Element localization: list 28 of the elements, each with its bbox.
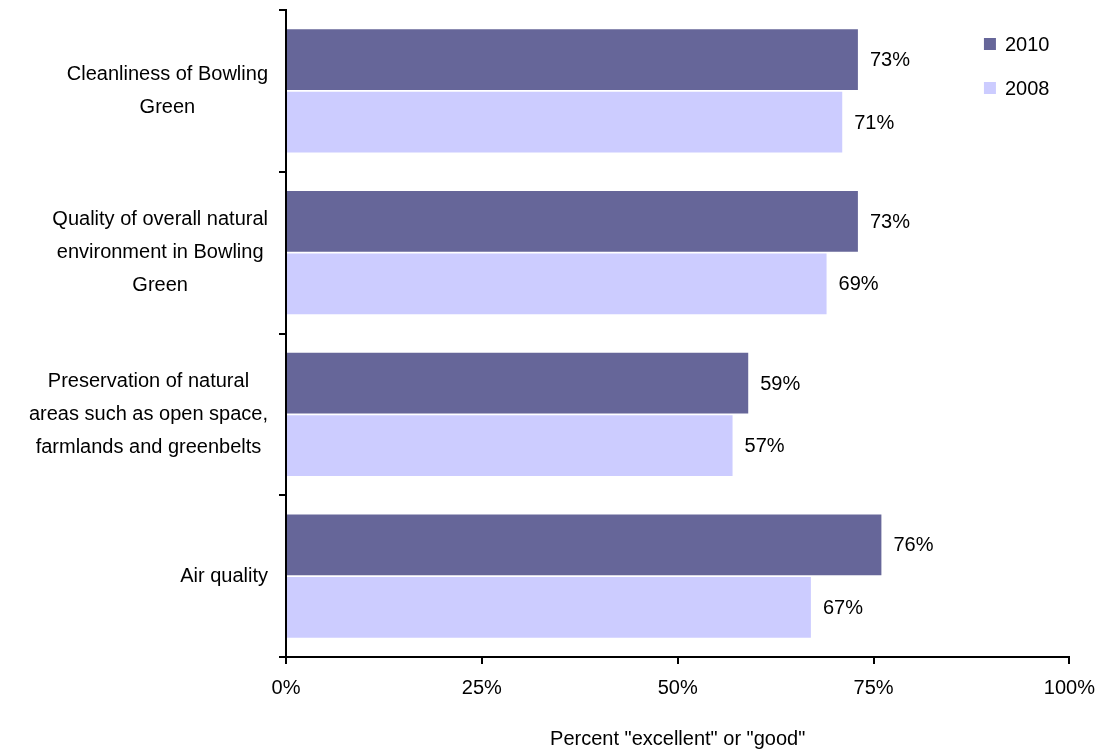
data-label: 71% (854, 110, 895, 133)
legend-label: 2010 (1004, 32, 1050, 55)
y-tick-label: Preservation of natural areas such as open space, farmlands and greenbelts (28, 368, 268, 457)
data-label: 59% (760, 371, 801, 394)
y-tick-label: Air quality (180, 563, 268, 586)
x-tick-label: 0% (271, 675, 301, 698)
data-label: 67% (822, 595, 864, 618)
data-label: 76% (893, 533, 934, 556)
bar (287, 190, 858, 252)
x-tick-label: 25% (461, 675, 503, 698)
legend-label: 2008 (1004, 76, 1050, 99)
bar (287, 577, 811, 638)
data-label: 73% (869, 209, 911, 232)
bar (287, 29, 858, 90)
x-tick-label: 50% (657, 675, 698, 698)
x-tick-label: 100% (1043, 675, 1096, 698)
y-tick-label: Quality of overall natural environment in Bowling Green (52, 207, 268, 296)
x-axis-title: Percent "excellent" or "good" (550, 726, 806, 749)
y-tick-label: Cleanliness of Bowling Green (66, 61, 269, 117)
bar (287, 91, 843, 153)
data-label: 57% (744, 434, 785, 457)
data-label: 69% (838, 272, 879, 295)
bar (287, 253, 827, 315)
data-label: 73% (869, 48, 911, 71)
bar (287, 352, 749, 414)
bar (287, 415, 733, 477)
x-tick-label: 75% (853, 675, 894, 698)
bar (287, 514, 882, 576)
